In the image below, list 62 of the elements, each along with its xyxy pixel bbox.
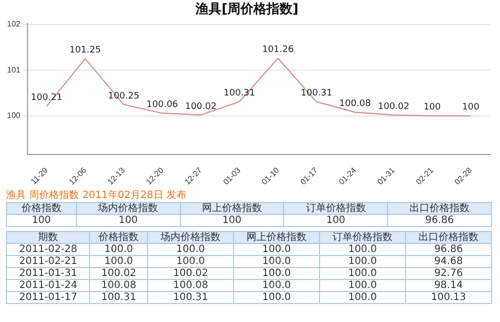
category-label: 订单价格指数 xyxy=(320,232,406,244)
category-label: 出口价格指数 xyxy=(388,202,492,214)
y-tick-label: 102 xyxy=(6,20,21,29)
text: 100.0 xyxy=(234,280,320,292)
text: 100.0 xyxy=(320,292,406,304)
category-label: 价格指数 xyxy=(90,232,148,244)
category-label: 网上价格指数 xyxy=(180,202,284,214)
data-label: 100.02 xyxy=(185,102,217,112)
text: 100.0 xyxy=(90,244,148,256)
text: 96.86 xyxy=(388,214,492,226)
text: 98.14 xyxy=(406,280,492,292)
text: 100.02 xyxy=(90,268,148,280)
data-label: 100.25 xyxy=(108,91,140,102)
text: 94.68 xyxy=(406,256,492,268)
text: 100.0 xyxy=(320,280,406,292)
text: 100.0 xyxy=(234,292,320,304)
y-tick-label: 101 xyxy=(6,65,21,74)
category-label: 网上价格指数 xyxy=(234,232,320,244)
data-label: 100.31 xyxy=(224,88,256,99)
category-label: 场内价格指数 xyxy=(76,202,180,214)
data-label: 100.21 xyxy=(30,93,62,104)
text: 2011-02-21 xyxy=(6,256,90,268)
text: 96.86 xyxy=(406,244,492,256)
text: 100 xyxy=(284,214,388,226)
category-label: 价格指数 xyxy=(6,202,76,214)
y-tick-label: 100 xyxy=(6,111,21,120)
text: 100.02 xyxy=(148,268,234,280)
data-label: 100.02 xyxy=(378,102,410,112)
text: 2011-02-28 xyxy=(6,244,90,256)
text: 2011-01-24 xyxy=(6,280,90,292)
text: 2011-01-17 xyxy=(6,292,90,304)
category-label: 出口价格指数 xyxy=(406,232,492,244)
text: 100.0 xyxy=(148,256,234,268)
text: 100.08 xyxy=(90,280,148,292)
data-label: 100.08 xyxy=(339,99,372,110)
data-label: 101.26 xyxy=(262,45,294,56)
text: 100.0 xyxy=(234,244,320,256)
data-label: 100 xyxy=(462,102,480,113)
text: 100.0 xyxy=(320,244,406,256)
category-label: 场内价格指数 xyxy=(148,232,234,244)
text: 100.0 xyxy=(148,244,234,256)
category-label: 期数 xyxy=(6,232,90,244)
data-label: 100.31 xyxy=(300,88,332,99)
text: 100.0 xyxy=(320,256,406,268)
data-label: 101.25 xyxy=(69,46,101,56)
text: 100.0 xyxy=(234,268,320,280)
text: 100.0 xyxy=(90,256,148,268)
text: 100.0 xyxy=(320,268,406,280)
text: 100.0 xyxy=(234,256,320,268)
category-label: 订单价格指数 xyxy=(284,202,388,214)
text: 100 xyxy=(76,214,180,226)
text: 100.13 xyxy=(406,292,492,304)
text: 92.76 xyxy=(406,268,492,280)
text: 渔具 周价格指数 2011年02月28日 发布 xyxy=(6,190,188,202)
text: 100.31 xyxy=(148,292,234,304)
text: 100.08 xyxy=(148,280,234,292)
text: 2011-01-31 xyxy=(6,268,90,280)
text: 100.31 xyxy=(90,292,148,304)
data-label: 100.06 xyxy=(146,100,178,110)
chart-title: 渔具[周价格指数] xyxy=(194,2,298,18)
data-label: 100 xyxy=(424,102,442,113)
text: 100 xyxy=(180,214,284,226)
